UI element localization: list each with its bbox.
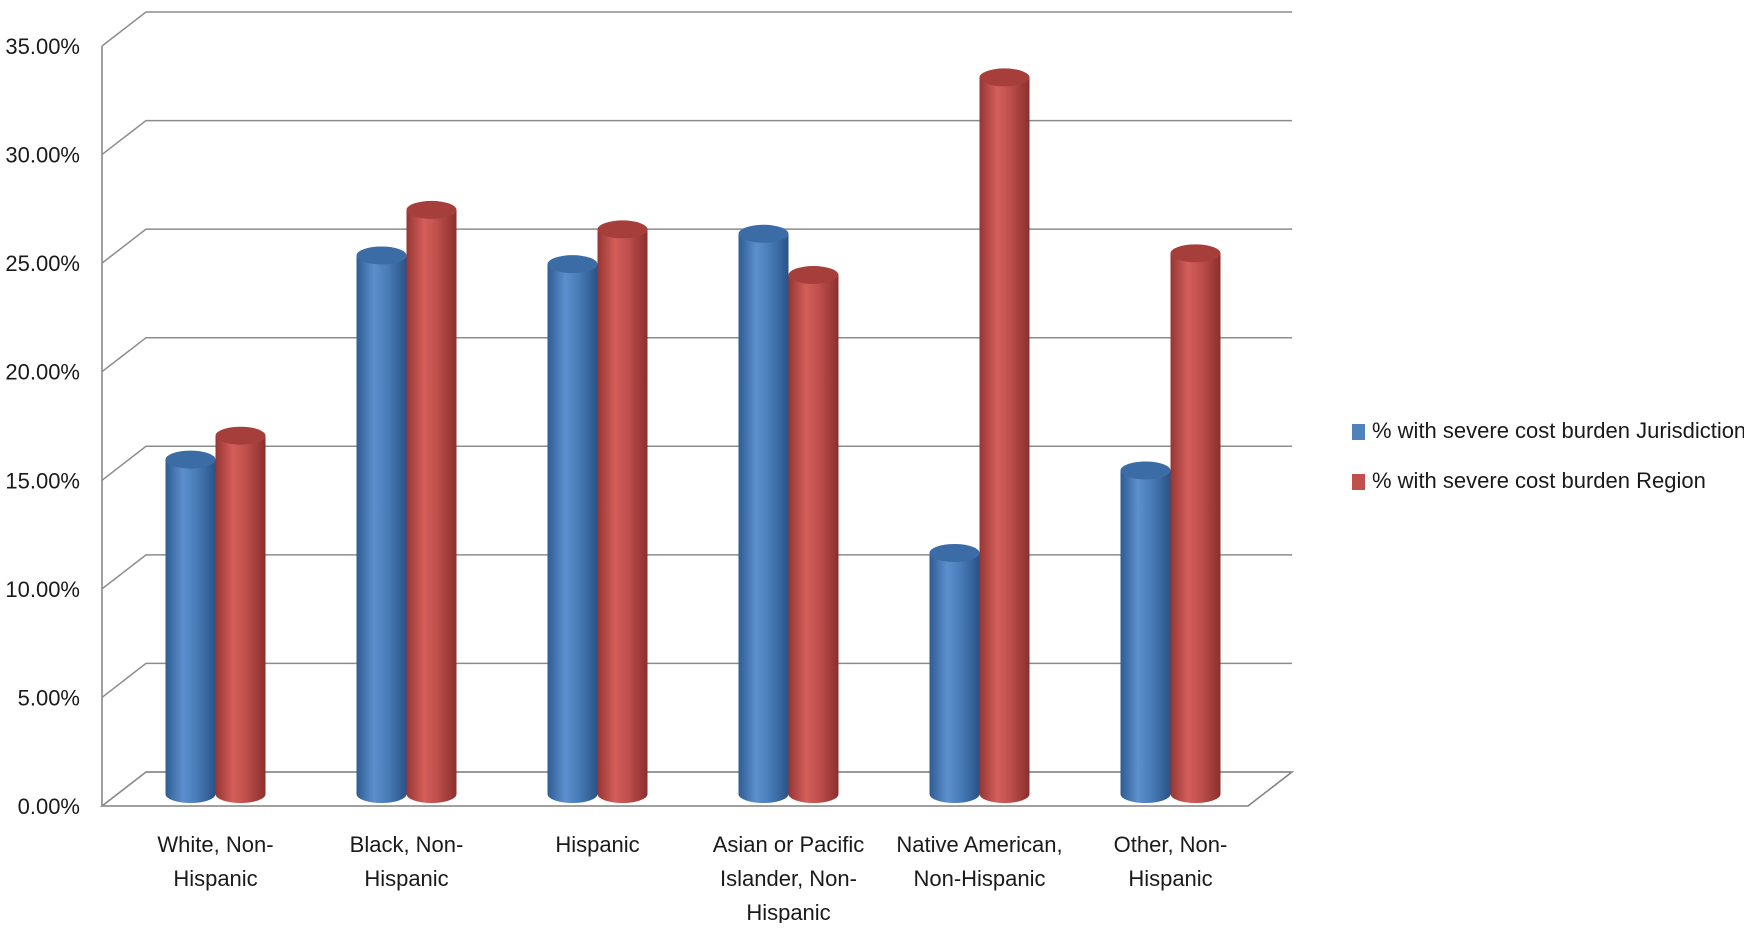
bar-base bbox=[165, 785, 216, 803]
bar-top bbox=[356, 246, 407, 265]
y-tick-label: 30.00% bbox=[5, 143, 80, 168]
legend-swatch-region bbox=[1352, 474, 1365, 490]
bar-base bbox=[979, 785, 1030, 803]
bar-jurisdiction-5 bbox=[1120, 461, 1171, 803]
x-tick-label: Other, Non-Hispanic bbox=[1114, 832, 1228, 891]
bar-top bbox=[165, 450, 216, 469]
x-tick-label: Hispanic bbox=[555, 832, 639, 857]
legend: % with severe cost burden Jurisdiction % … bbox=[1352, 418, 1744, 493]
bar-body bbox=[979, 77, 1030, 794]
bar-top bbox=[1120, 461, 1171, 480]
legend-label-jurisdiction: % with severe cost burden Jurisdiction bbox=[1372, 418, 1744, 443]
legend-swatch-jurisdiction bbox=[1352, 424, 1365, 440]
bar-top bbox=[738, 224, 789, 243]
bar-region-4 bbox=[979, 68, 1030, 803]
bar-jurisdiction-0 bbox=[165, 450, 216, 803]
chart-floor bbox=[99, 771, 1295, 807]
bar-top bbox=[406, 200, 457, 219]
bar-body bbox=[165, 459, 216, 794]
chart-walls bbox=[99, 46, 1295, 807]
x-axis-tick-labels: White, Non-Hispanic Black, Non-Hispanic Hi… bbox=[157, 832, 1228, 925]
bar-base bbox=[406, 785, 457, 803]
x-tick-label: White, Non-Hispanic bbox=[157, 832, 273, 891]
y-tick-label: 10.00% bbox=[5, 577, 80, 602]
bar-jurisdiction-4 bbox=[929, 543, 980, 803]
bar-base bbox=[597, 785, 648, 803]
bar-body bbox=[356, 255, 407, 794]
y-axis-tick-labels: 0.00% 5.00% 10.00% 15.00% 20.00% 25.00% 30.00%… bbox=[5, 34, 80, 819]
bar-base bbox=[738, 785, 789, 803]
bar-body bbox=[788, 275, 839, 794]
bar-base bbox=[1120, 785, 1171, 803]
bar-top bbox=[929, 543, 980, 562]
x-tick-label: Native American, Non-Hispanic bbox=[896, 832, 1062, 891]
bar-body bbox=[929, 552, 980, 794]
bar-base bbox=[215, 785, 266, 803]
x-tick-label: Black, Non-Hispanic bbox=[350, 832, 464, 891]
gridline bbox=[101, 11, 1292, 47]
bar-jurisdiction-1 bbox=[356, 246, 407, 803]
bar-top bbox=[979, 68, 1030, 87]
bar-base bbox=[547, 785, 598, 803]
bar-jurisdiction-3 bbox=[738, 224, 789, 803]
bar-jurisdiction-2 bbox=[547, 255, 598, 803]
bar-region-3 bbox=[788, 266, 839, 803]
bar-region-1 bbox=[406, 200, 457, 803]
bar-body bbox=[597, 229, 648, 794]
bar-top bbox=[788, 266, 839, 285]
gridline bbox=[101, 554, 1292, 590]
bar-body bbox=[215, 435, 266, 794]
bar-base bbox=[356, 785, 407, 803]
bar-top bbox=[215, 426, 266, 445]
gridline bbox=[101, 336, 1292, 373]
y-tick-label: 35.00% bbox=[5, 34, 80, 59]
y-tick-label: 25.00% bbox=[5, 251, 80, 276]
bar-region-5 bbox=[1170, 244, 1221, 803]
bar-body bbox=[406, 209, 457, 794]
bars bbox=[165, 68, 1221, 803]
bar-body bbox=[547, 264, 598, 795]
gridline bbox=[101, 662, 1292, 699]
gridline bbox=[101, 119, 1292, 156]
y-tick-label: 15.00% bbox=[5, 468, 80, 493]
bar-body bbox=[738, 233, 789, 794]
gridline bbox=[101, 445, 1292, 481]
y-tick-label: 20.00% bbox=[5, 360, 80, 385]
bar-base bbox=[929, 785, 980, 803]
y-tick-label: 5.00% bbox=[18, 685, 80, 710]
bar-region-0 bbox=[215, 426, 266, 803]
bar-base bbox=[788, 785, 839, 803]
bar-base bbox=[1170, 785, 1221, 803]
gridline bbox=[101, 771, 1292, 807]
bar-body bbox=[1120, 470, 1171, 794]
bar-top bbox=[1170, 244, 1221, 263]
bar-top bbox=[597, 220, 648, 239]
x-tick-label: Asian or Pacific Islander, Non-Hispanic bbox=[713, 832, 865, 923]
y-tick-label: 0.00% bbox=[18, 794, 80, 819]
legend-label-region: % with severe cost burden Region bbox=[1372, 468, 1706, 493]
bar-region-2 bbox=[597, 220, 648, 803]
gridlines bbox=[101, 11, 1292, 807]
bar-body bbox=[1170, 253, 1221, 795]
gridline bbox=[101, 228, 1292, 264]
bar-top bbox=[547, 255, 598, 274]
